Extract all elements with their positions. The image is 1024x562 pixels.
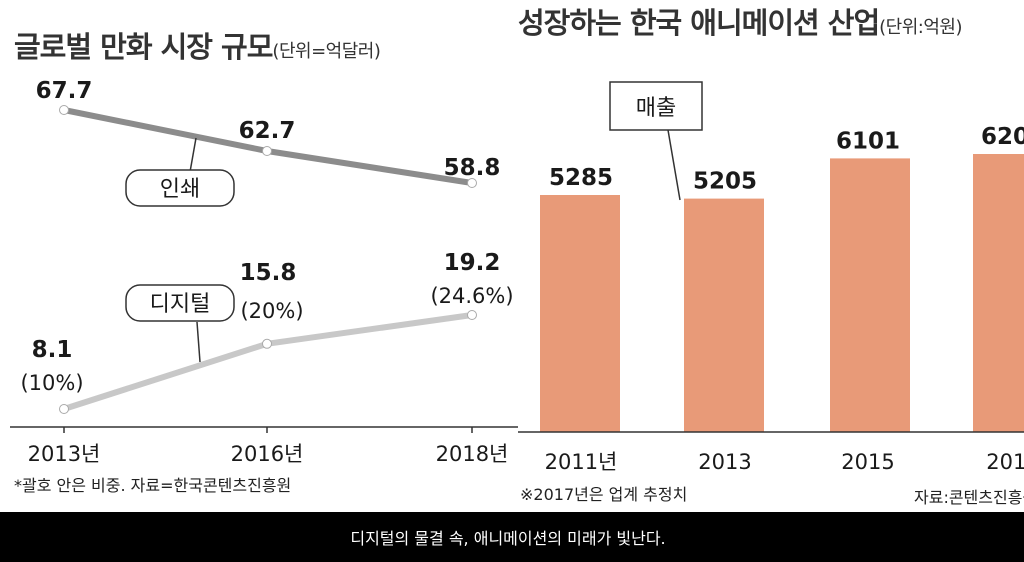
callout-leader-sales [667,129,681,201]
data-label: 6200 [981,124,1024,150]
callout-box-sales [609,81,703,131]
global-comics-market-chart: 글로벌 만화 시장 규모(단위=억달러) 2013년 2016년 2018년 67.7… [0,0,518,512]
share-label: (24.6%) [430,284,513,308]
data-label: 15.8 [240,260,297,286]
callout-box-print [125,169,235,207]
bar [830,158,910,432]
x-tick-label: 2018년 [436,442,509,466]
korea-animation-industry-chart: 성장하는 한국 애니메이션 산업(단위:억원) 5285 5205 6101 6200… [518,0,1024,512]
x-tick-label: 2013년 [28,442,101,466]
bar [684,198,764,432]
series-line-digital [63,312,473,412]
data-point [262,146,272,156]
x-tick-label: 2013 [698,450,751,474]
bar [973,154,1024,432]
bar-chart-plot: 5285 5205 6101 6200 2011년 2013 2015 2017 매출 ※2017… [518,81,1024,507]
x-tick-label: 2017 [986,450,1024,474]
line-chart-plot: 2013년 2016년 2018년 67.7 62.7 58.8 8.1 15.8 19.2 (1… [10,78,518,495]
data-label: 62.7 [239,118,296,144]
data-label: 6101 [836,128,900,154]
chart-title-korea-animation: 성장하는 한국 애니메이션 산업(단위:억원) [518,6,962,40]
data-point [467,178,477,188]
chart-unit: (단위=억달러) [272,41,381,62]
bar [540,195,620,432]
legend-label-sales: 매출 [636,96,676,121]
x-tick-label: 2015 [841,450,894,474]
data-label: 58.8 [444,155,501,181]
data-label: 5285 [549,165,613,191]
data-point [59,105,69,115]
x-tick-label: 2016년 [231,442,304,466]
callout-leader-print [189,137,197,173]
caption-bar: 디지털의 물결 속, 애니메이션의 미래가 빛난다. [0,512,1024,562]
data-point [467,310,477,320]
legend-label-print: 인쇄 [160,177,200,202]
share-label: (10%) [20,371,83,395]
footnote-left: ※2017년은 업계 추정치 [520,485,687,504]
callout-leader-digital [196,321,201,363]
x-tick-label: 2011년 [545,450,618,474]
caption-text: 디지털의 물결 속, 애니메이션의 미래가 빛난다. [350,529,666,548]
data-label: 67.7 [36,78,93,104]
share-label: (20%) [240,299,303,323]
data-label: 19.2 [444,250,501,276]
footnote-right: 자료:콘텐츠진흥원 [914,488,1024,507]
footnote: *괄호 안은 비중. 자료=한국콘텐츠진흥원 [14,476,291,495]
chart-title-global-comics: 글로벌 만화 시장 규모(단위=억달러) [14,30,381,64]
legend-label-digital: 디지털 [150,292,211,317]
callout-box-digital [125,284,235,322]
data-label: 8.1 [32,337,73,363]
data-point [262,338,272,349]
data-label: 5205 [693,169,757,195]
data-point [59,404,69,414]
chart-unit: (단위:억원) [879,17,962,38]
